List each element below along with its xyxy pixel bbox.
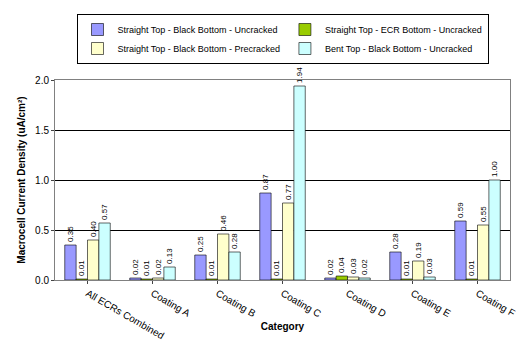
svg-text:Coating A: Coating A: [149, 288, 192, 319]
svg-text:0.25: 0.25: [196, 236, 205, 252]
svg-text:0.01: 0.01: [272, 260, 281, 276]
svg-text:0.03: 0.03: [425, 258, 434, 274]
svg-text:0.01: 0.01: [77, 260, 86, 276]
svg-text:1.0: 1.0: [35, 175, 49, 186]
svg-text:Category: Category: [261, 321, 305, 332]
svg-text:0.19: 0.19: [414, 242, 423, 258]
svg-text:0.5: 0.5: [35, 225, 49, 236]
svg-text:0.55: 0.55: [479, 206, 488, 222]
svg-text:1.94: 1.94: [295, 67, 304, 83]
svg-text:Coating B: Coating B: [214, 288, 258, 320]
svg-text:0.01: 0.01: [142, 260, 151, 276]
svg-text:0.59: 0.59: [456, 202, 465, 218]
svg-text:Straight Top - Black Bottom -: Straight Top - Black Bottom - Uncracked: [118, 25, 278, 35]
svg-text:Straight Top - Black Bottom -: Straight Top - Black Bottom - Precracked: [118, 44, 280, 54]
svg-text:2.0: 2.0: [35, 75, 49, 86]
svg-text:1.5: 1.5: [35, 125, 49, 136]
svg-text:0.77: 0.77: [284, 184, 293, 200]
svg-text:0.01: 0.01: [402, 260, 411, 276]
svg-text:Straight Top - ECR Bottom - Un: Straight Top - ECR Bottom - Uncracked: [325, 25, 482, 35]
svg-text:0.02: 0.02: [360, 259, 369, 275]
svg-text:Coating D: Coating D: [344, 288, 388, 320]
svg-text:0.35: 0.35: [66, 226, 75, 242]
svg-text:0.57: 0.57: [100, 204, 109, 220]
svg-text:0.01: 0.01: [467, 260, 476, 276]
svg-text:0.01: 0.01: [207, 260, 216, 276]
svg-text:Macrocell Current Density (uA/: Macrocell Current Density (uA/cm²): [16, 96, 27, 263]
svg-text:0.04: 0.04: [337, 257, 346, 273]
svg-text:0.13: 0.13: [165, 248, 174, 264]
svg-text:0.28: 0.28: [230, 233, 239, 249]
svg-text:Coating F: Coating F: [474, 288, 517, 319]
svg-text:0.02: 0.02: [326, 259, 335, 275]
svg-text:Bent Top - Black Bottom - Uncr: Bent Top - Black Bottom - Uncracked: [325, 44, 472, 54]
svg-text:0.40: 0.40: [89, 221, 98, 237]
svg-text:0.28: 0.28: [391, 233, 400, 249]
svg-text:0.87: 0.87: [261, 174, 270, 190]
svg-text:Coating E: Coating E: [409, 288, 453, 320]
svg-text:0.02: 0.02: [131, 259, 140, 275]
svg-text:0.46: 0.46: [219, 215, 228, 231]
svg-text:All ECRs Combined: All ECRs Combined: [84, 288, 166, 342]
svg-text:0.0: 0.0: [35, 275, 49, 286]
svg-text:Coating C: Coating C: [279, 288, 323, 320]
svg-text:0.03: 0.03: [349, 258, 358, 274]
svg-text:1.00: 1.00: [490, 161, 499, 177]
svg-text:0.02: 0.02: [154, 259, 163, 275]
